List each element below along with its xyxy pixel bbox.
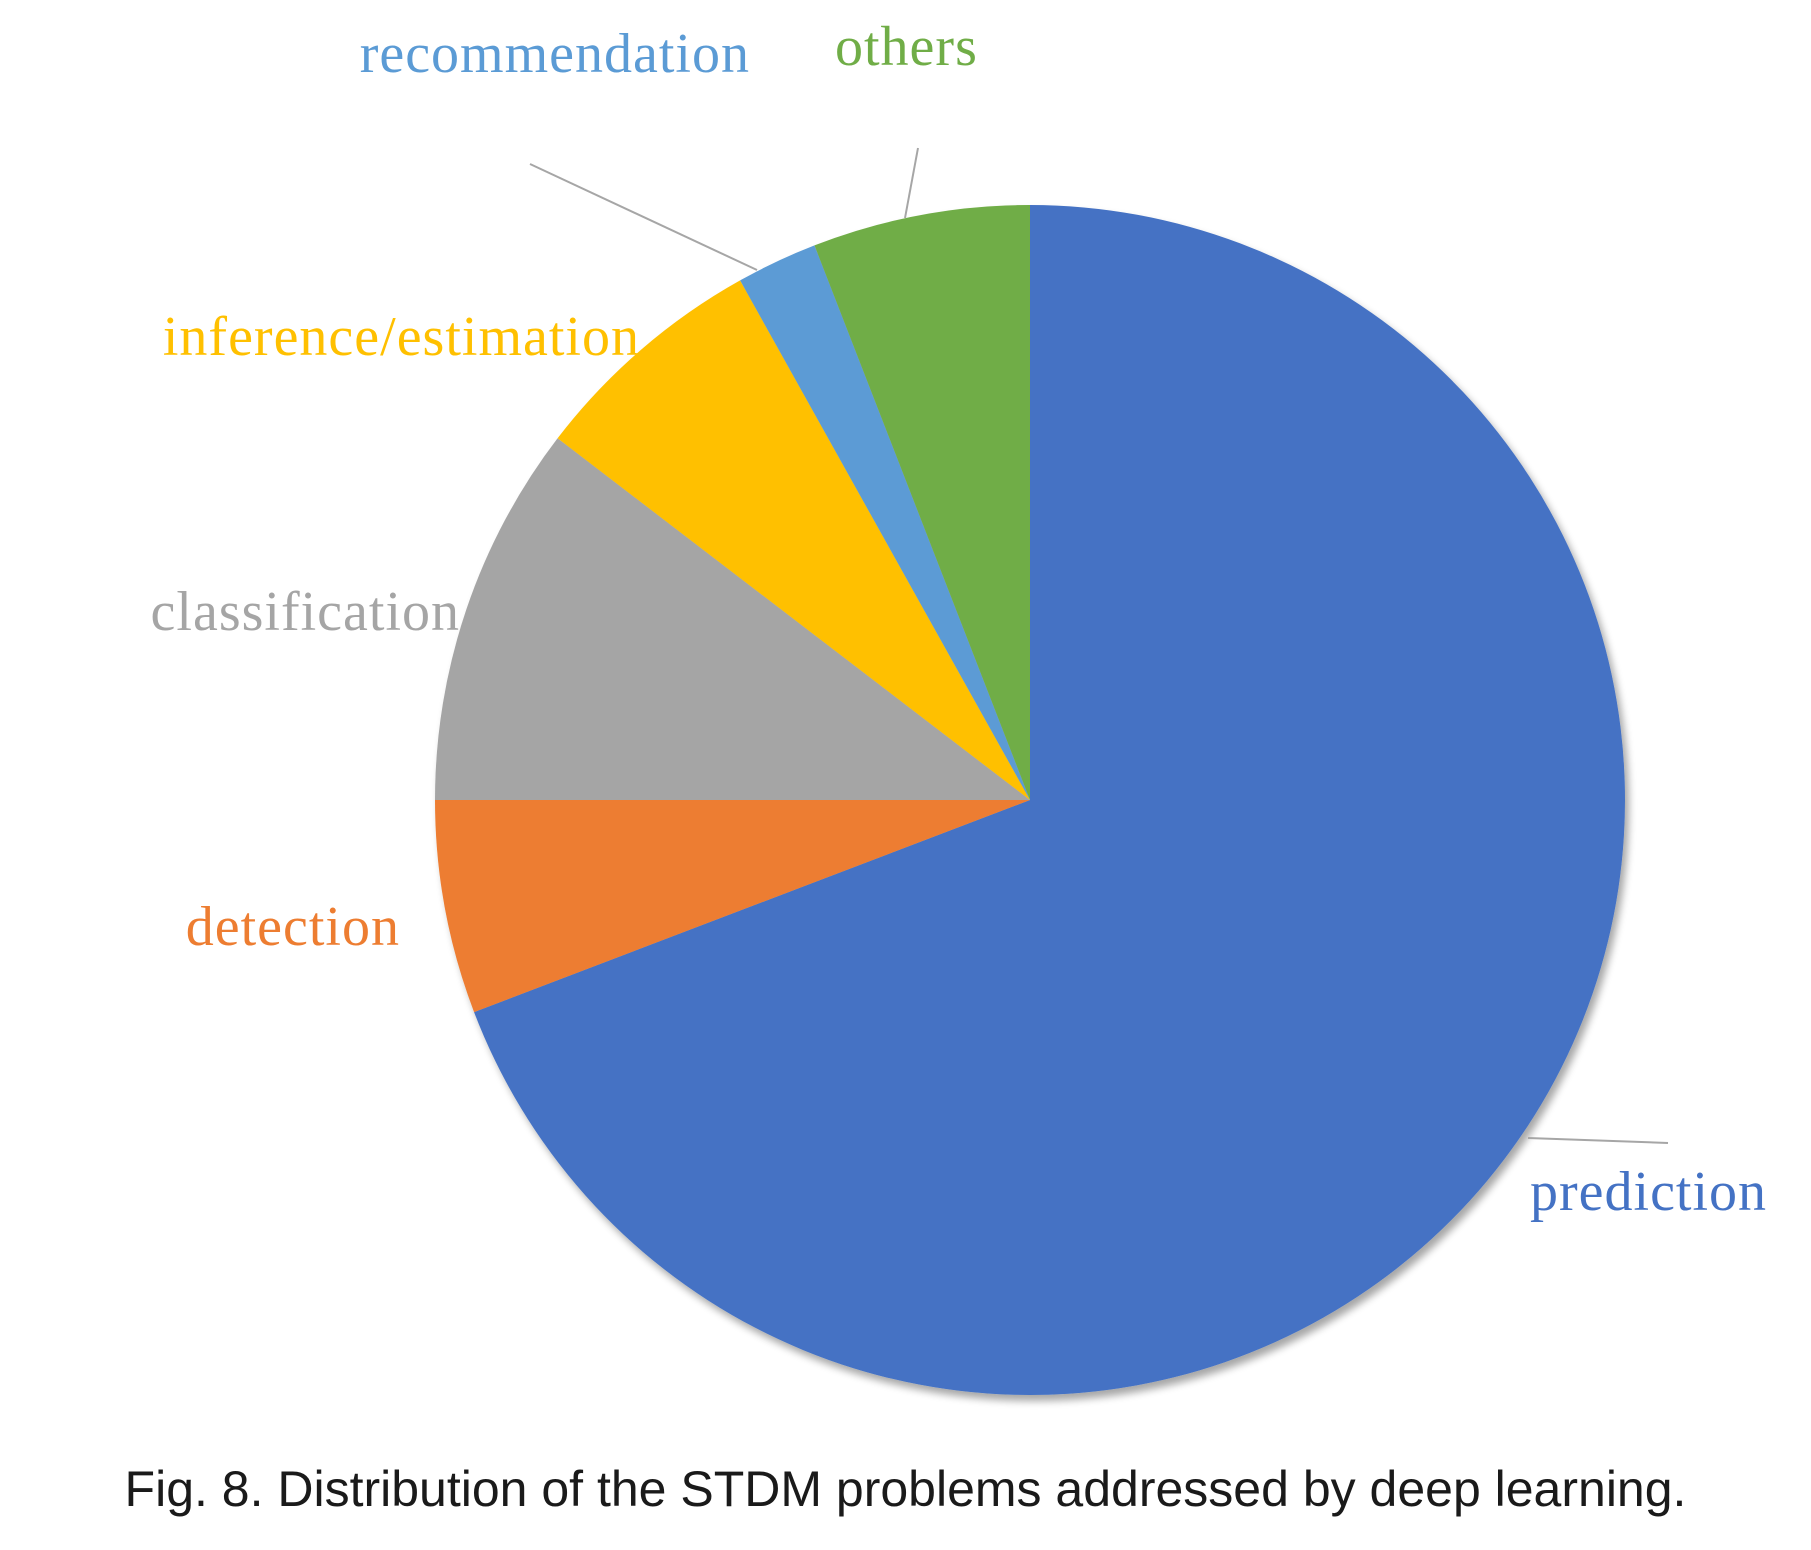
slice-label-others: others — [835, 16, 978, 78]
pie-slice-inference-estimation — [557, 280, 1030, 800]
leader-line-recommendation — [529, 163, 758, 271]
pie-slices — [435, 205, 1625, 1395]
leader-line-prediction — [1527, 1137, 1669, 1144]
slice-label-recommendation: recommendation — [360, 23, 750, 85]
pie-slice-prediction — [474, 205, 1625, 1395]
figure-caption: Fig. 8. Distribution of the STDM problem… — [124, 1461, 1687, 1517]
slice-labels: prediction detection classification inferen… — [151, 16, 1767, 1223]
pie-slice-others — [814, 205, 1030, 800]
leader-line-others — [904, 147, 919, 219]
leader-lines — [529, 147, 1669, 1144]
slice-label-prediction: prediction — [1530, 1161, 1767, 1223]
pie-slice-classification — [435, 438, 1030, 800]
pie-slice-recommendation — [740, 245, 1030, 801]
slice-label-inference-estimation: inference/estimation — [163, 306, 640, 368]
slice-label-classification: classification — [151, 581, 460, 643]
pie-slice-detection — [435, 800, 1030, 1013]
slice-label-detection: detection — [186, 896, 400, 958]
